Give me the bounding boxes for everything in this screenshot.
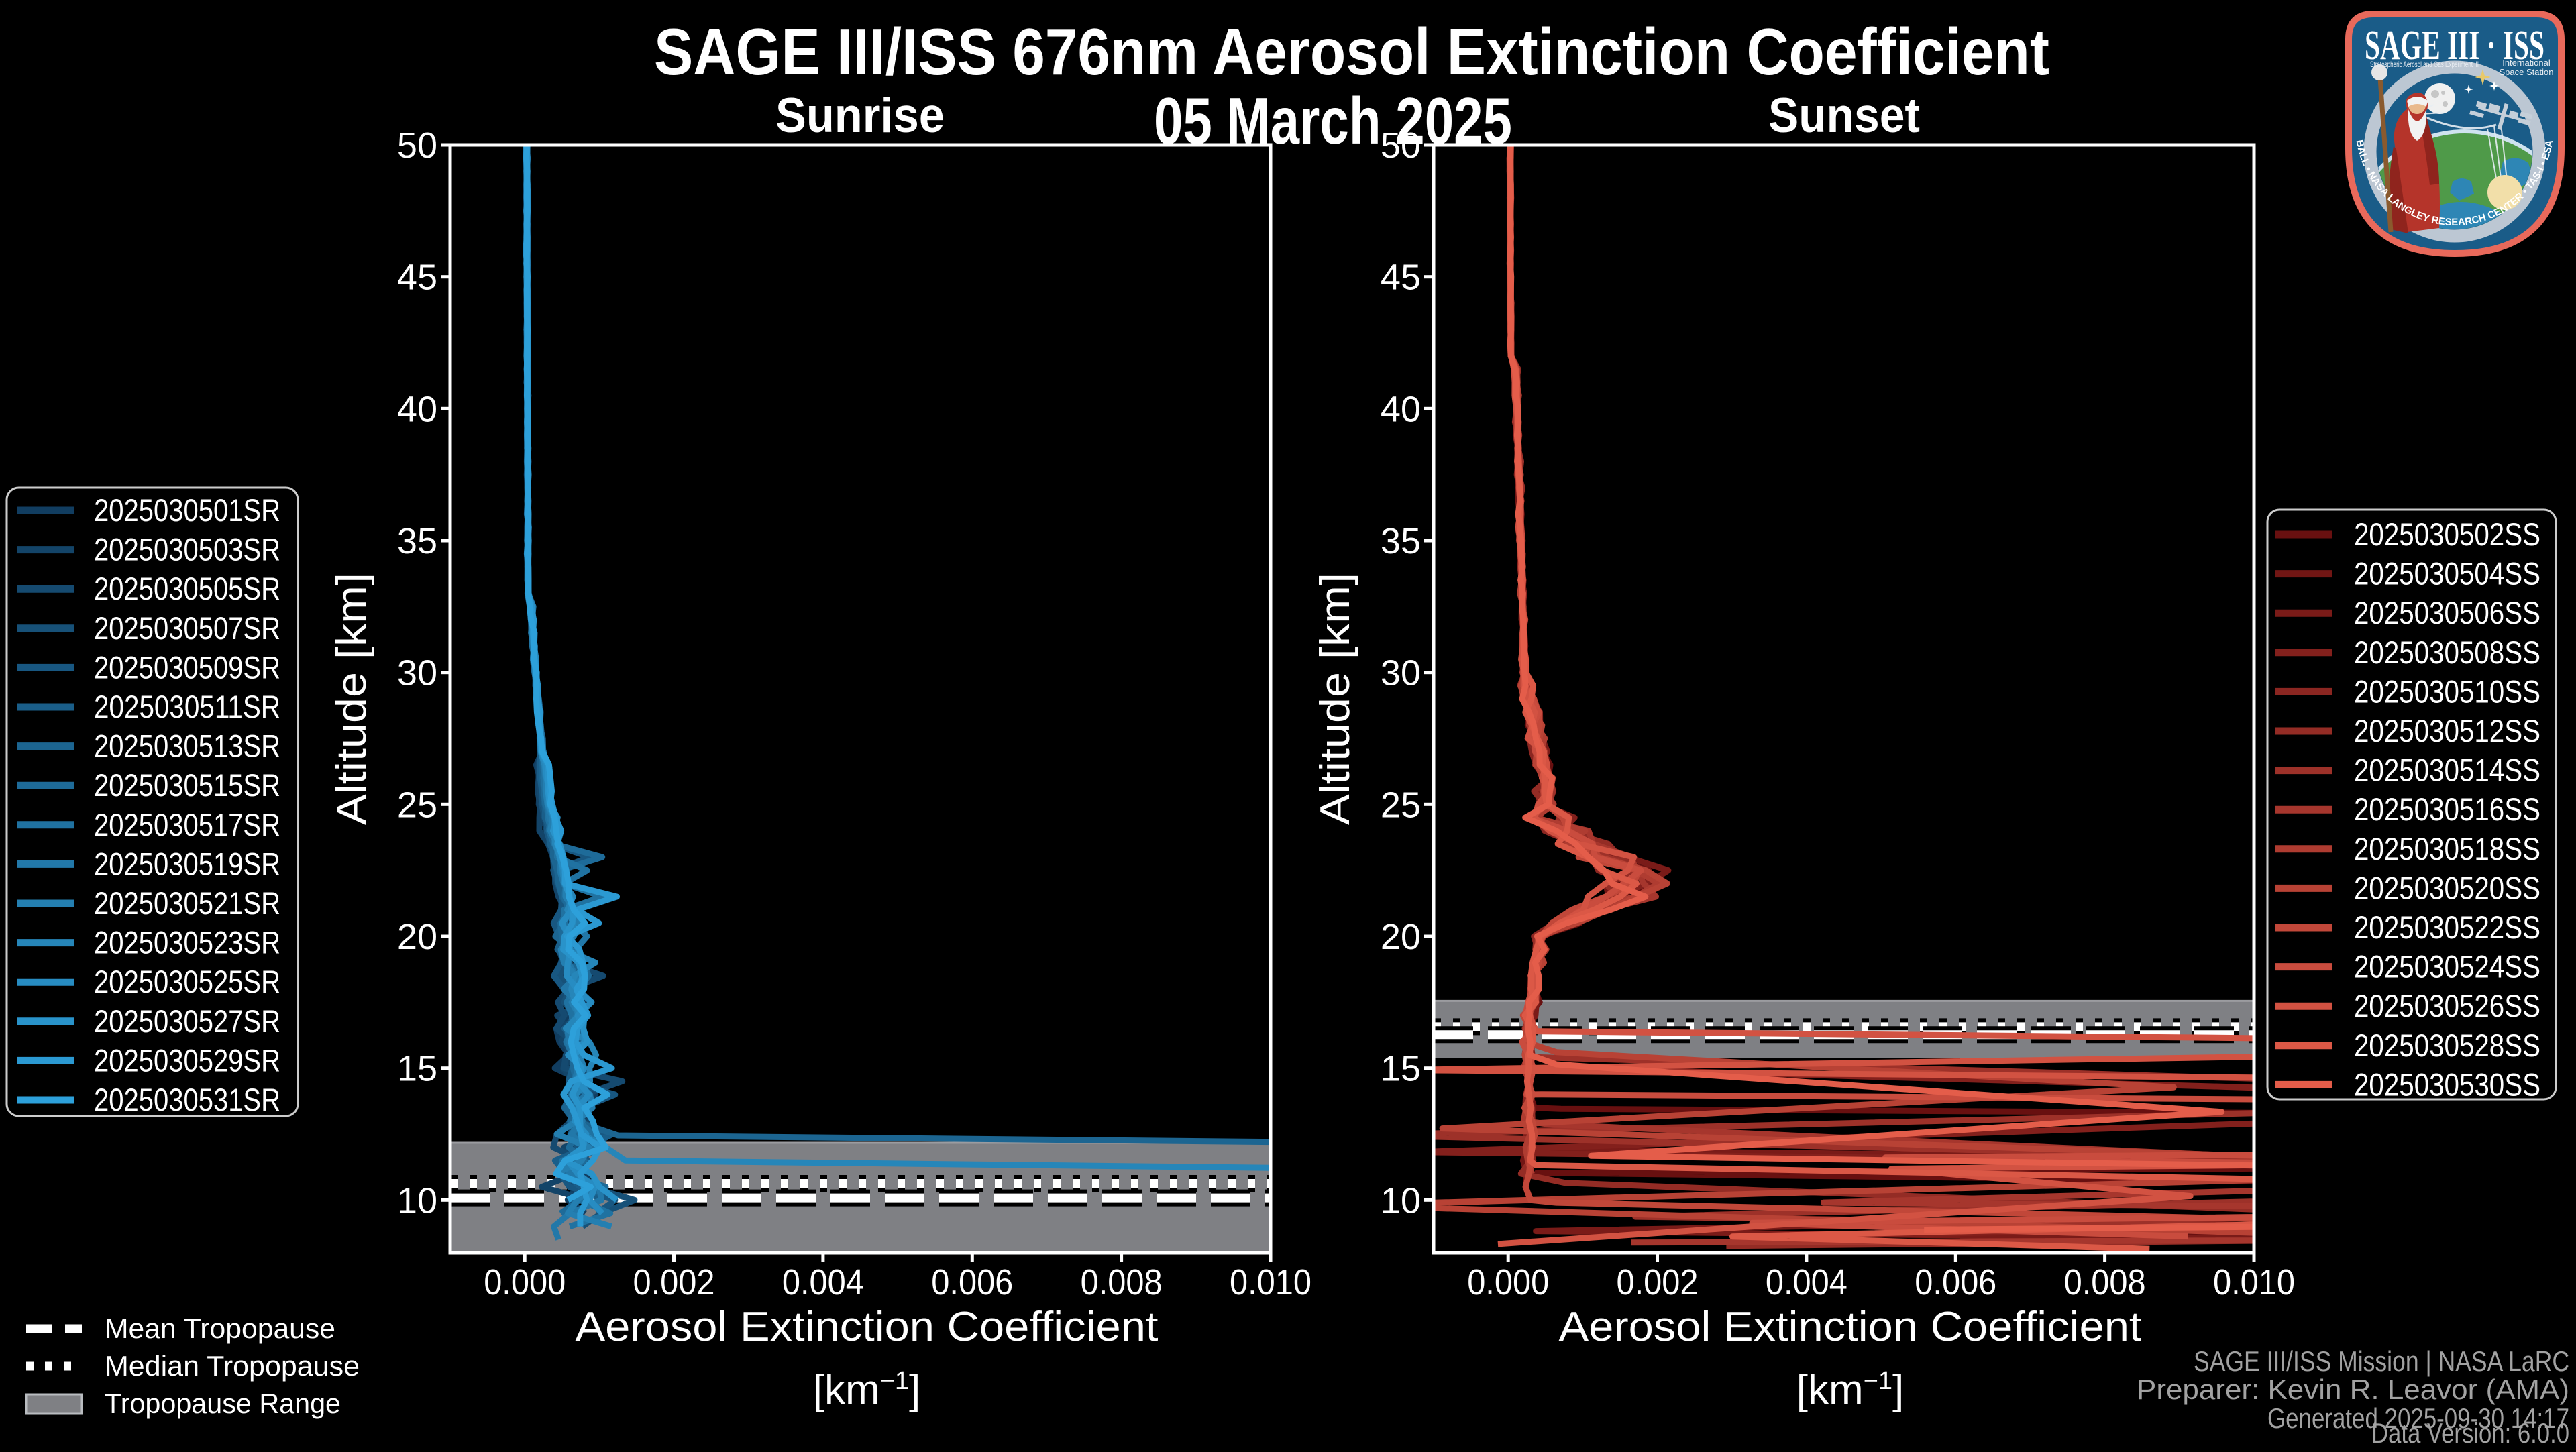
svg-text:0.006: 0.006 — [1915, 1262, 1996, 1302]
svg-text:Data Version: 6.0.0: Data Version: 6.0.0 — [2371, 1417, 2569, 1449]
svg-text:0.008: 0.008 — [1081, 1262, 1163, 1302]
svg-text:2025030507SR: 2025030507SR — [94, 610, 280, 646]
svg-text:0.010: 0.010 — [2213, 1262, 2295, 1302]
svg-text:25: 25 — [397, 785, 437, 825]
svg-text:2025030531SR: 2025030531SR — [94, 1082, 280, 1117]
svg-text:0.004: 0.004 — [782, 1262, 864, 1302]
svg-text:0.006: 0.006 — [931, 1262, 1013, 1302]
svg-text:2025030522SS: 2025030522SS — [2354, 909, 2540, 945]
svg-text:2025030503SR: 2025030503SR — [94, 532, 280, 567]
svg-text:15: 15 — [1381, 1049, 1421, 1089]
svg-text:10: 10 — [1381, 1180, 1421, 1221]
svg-text:0.000: 0.000 — [1467, 1262, 1549, 1302]
svg-text:0.004: 0.004 — [1766, 1262, 1847, 1302]
svg-text:2025030509SR: 2025030509SR — [94, 649, 280, 685]
svg-text:Aerosol Extinction Coefficient: Aerosol Extinction Coefficient — [1559, 1304, 2142, 1350]
svg-text:50: 50 — [1381, 125, 1421, 166]
svg-text:Altitude [km]: Altitude [km] — [1312, 573, 1358, 825]
svg-text:SAGE III/ISS 676nm Aerosol Ext: SAGE III/ISS 676nm Aerosol Extinction Co… — [654, 15, 2049, 89]
svg-text:0.000: 0.000 — [484, 1262, 566, 1302]
svg-text:20: 20 — [1381, 917, 1421, 957]
svg-text:2025030529SR: 2025030529SR — [94, 1042, 280, 1078]
svg-text:35: 35 — [1381, 521, 1421, 561]
svg-text:15: 15 — [397, 1049, 437, 1089]
svg-text:2025030513SR: 2025030513SR — [94, 728, 280, 764]
svg-text:Mean Tropopause: Mean Tropopause — [105, 1313, 335, 1344]
svg-text:2025030512SS: 2025030512SS — [2354, 713, 2540, 748]
svg-text:20: 20 — [397, 917, 437, 957]
svg-text:2025030510SS: 2025030510SS — [2354, 673, 2540, 709]
svg-text:45: 45 — [1381, 258, 1421, 298]
svg-text:2025030514SS: 2025030514SS — [2354, 752, 2540, 788]
svg-text:0.002: 0.002 — [1617, 1262, 1699, 1302]
svg-text:Sunset: Sunset — [1768, 89, 1920, 143]
svg-text:2025030516SS: 2025030516SS — [2354, 791, 2540, 827]
svg-text:2025030527SR: 2025030527SR — [94, 1003, 280, 1039]
svg-text:Sunrise: Sunrise — [775, 89, 945, 143]
svg-text:Altitude [km]: Altitude [km] — [329, 573, 375, 825]
svg-text:Preparer: Kevin R. Leavor (AMA: Preparer: Kevin R. Leavor (AMA) — [2137, 1374, 2569, 1405]
svg-text:2025030524SS: 2025030524SS — [2354, 949, 2540, 985]
svg-text:Median Tropopause: Median Tropopause — [105, 1350, 360, 1382]
svg-text:50: 50 — [397, 125, 437, 166]
svg-text:0.010: 0.010 — [1230, 1262, 1311, 1302]
svg-text:25: 25 — [1381, 785, 1421, 825]
svg-text:0.002: 0.002 — [633, 1262, 715, 1302]
svg-text:2025030519SR: 2025030519SR — [94, 846, 280, 881]
svg-text:Tropopause Range: Tropopause Range — [105, 1388, 341, 1419]
svg-text:2025030506SS: 2025030506SS — [2354, 595, 2540, 630]
svg-text:10: 10 — [397, 1180, 437, 1221]
svg-text:Space Station: Space Station — [2500, 67, 2554, 77]
svg-text:40: 40 — [1381, 389, 1421, 429]
svg-text:2025030521SR: 2025030521SR — [94, 885, 280, 921]
svg-text:35: 35 — [397, 521, 437, 561]
svg-text:2025030501SR: 2025030501SR — [94, 492, 280, 528]
svg-text:2025030508SS: 2025030508SS — [2354, 634, 2540, 670]
svg-text:2025030518SS: 2025030518SS — [2354, 831, 2540, 867]
svg-text:2025030525SR: 2025030525SR — [94, 964, 280, 999]
svg-text:2025030520SS: 2025030520SS — [2354, 870, 2540, 905]
svg-text:2025030526SS: 2025030526SS — [2354, 988, 2540, 1023]
svg-text:SAGE III/ISS Mission | NASA La: SAGE III/ISS Mission | NASA LaRC — [2194, 1345, 2569, 1377]
svg-text:2025030528SS: 2025030528SS — [2354, 1027, 2540, 1063]
svg-text:30: 30 — [397, 653, 437, 693]
svg-text:Aerosol Extinction Coefficient: Aerosol Extinction Coefficient — [576, 1304, 1159, 1350]
svg-text:2025030511SR: 2025030511SR — [94, 689, 280, 724]
svg-text:2025030504SS: 2025030504SS — [2354, 556, 2540, 592]
svg-text:0.008: 0.008 — [2064, 1262, 2146, 1302]
svg-text:2025030515SR: 2025030515SR — [94, 767, 280, 803]
svg-text:45: 45 — [397, 258, 437, 298]
svg-text:2025030505SR: 2025030505SR — [94, 571, 280, 606]
svg-text:05 March 2025: 05 March 2025 — [1154, 84, 1512, 158]
svg-text:SAGE III · ISS: SAGE III · ISS — [2365, 23, 2544, 68]
svg-text:Stratospheric Aerosol and Gas: Stratospheric Aerosol and Gas Experiment… — [2370, 60, 2479, 69]
svg-text:2025030523SR: 2025030523SR — [94, 925, 280, 960]
svg-text:2025030530SS: 2025030530SS — [2354, 1066, 2540, 1102]
svg-text:2025030517SR: 2025030517SR — [94, 807, 280, 842]
svg-text:International: International — [2502, 58, 2551, 68]
svg-text:2025030502SS: 2025030502SS — [2354, 516, 2540, 552]
svg-text:40: 40 — [397, 389, 437, 429]
svg-text:30: 30 — [1381, 653, 1421, 693]
svg-text:Generated 2025-09-30 14:17: Generated 2025-09-30 14:17 — [2267, 1402, 2569, 1434]
